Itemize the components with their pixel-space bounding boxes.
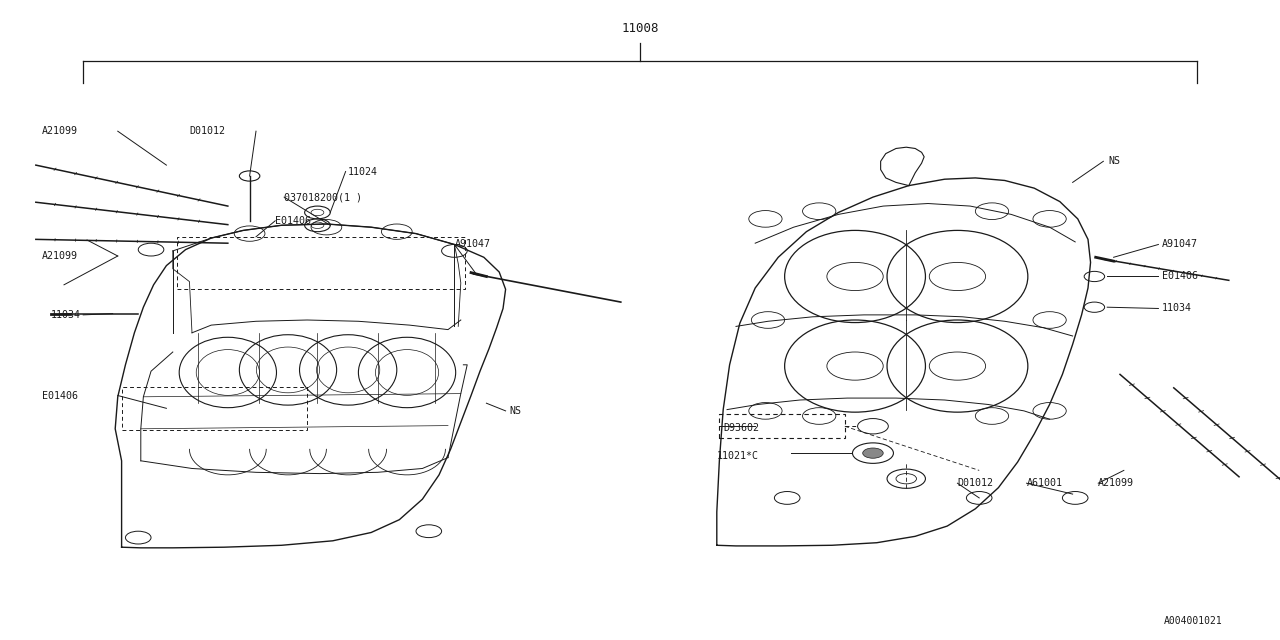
Text: D93602: D93602	[723, 422, 759, 433]
Text: E01406: E01406	[42, 390, 78, 401]
Text: A91047: A91047	[1162, 239, 1198, 250]
Text: A21099: A21099	[1098, 478, 1134, 488]
Text: NS: NS	[509, 406, 521, 416]
Text: 11024: 11024	[348, 166, 378, 177]
Text: 037018200(1 ): 037018200(1 )	[284, 192, 362, 202]
Text: NS: NS	[1108, 156, 1120, 166]
Text: 11008: 11008	[621, 22, 659, 35]
Text: A61001: A61001	[1027, 478, 1062, 488]
Text: D01012: D01012	[189, 126, 225, 136]
Text: 11034: 11034	[51, 310, 81, 320]
Text: A91047: A91047	[454, 239, 490, 250]
Text: A21099: A21099	[42, 251, 78, 261]
Text: A004001021: A004001021	[1164, 616, 1222, 626]
Text: 11021*C: 11021*C	[717, 451, 759, 461]
Text: E01406: E01406	[275, 216, 311, 226]
Text: E01406: E01406	[1162, 271, 1198, 282]
Text: A21099: A21099	[42, 126, 78, 136]
Circle shape	[863, 448, 883, 458]
Text: D01012: D01012	[957, 478, 993, 488]
Text: 11034: 11034	[1162, 303, 1192, 314]
